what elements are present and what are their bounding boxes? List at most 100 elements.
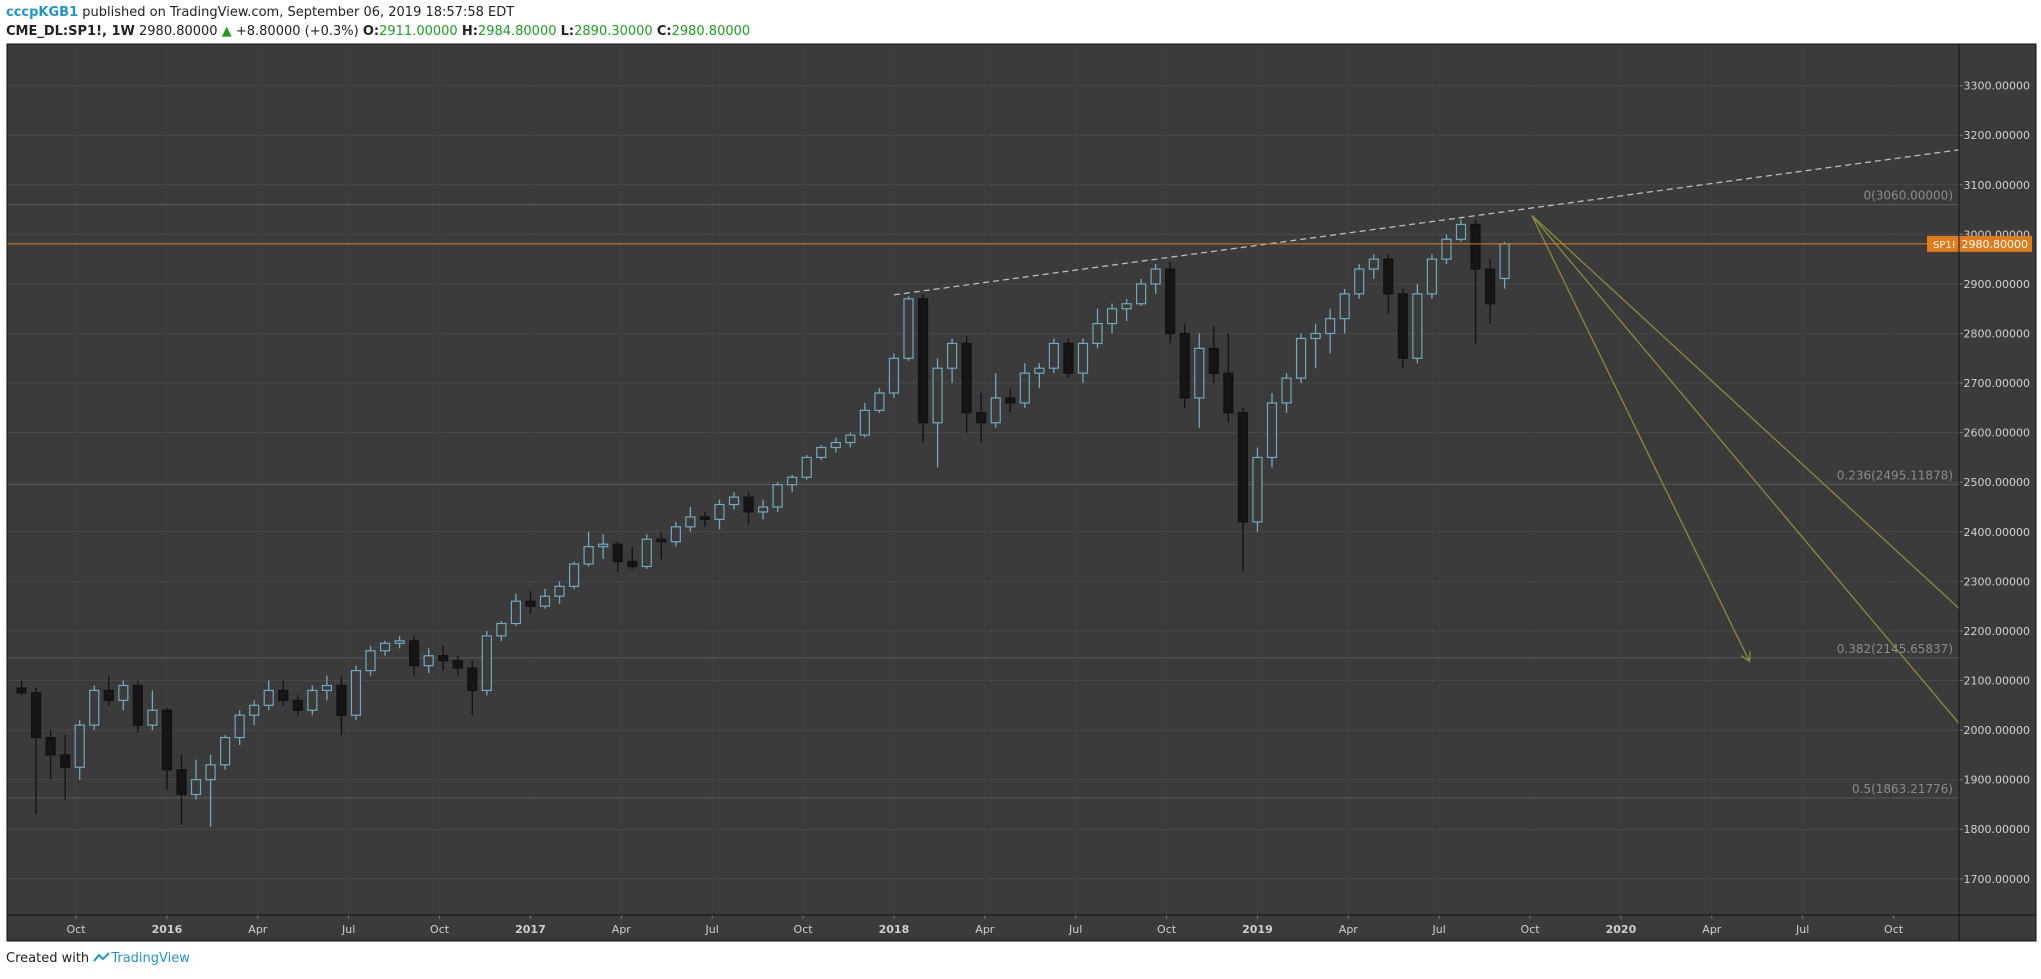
change: +8.80000 (+0.3%) bbox=[235, 24, 359, 39]
candle-body bbox=[423, 655, 434, 667]
candle-body bbox=[249, 704, 260, 716]
fib-label: 0.5(1863.21776) bbox=[1852, 782, 1953, 796]
x-tick-label: 2017 bbox=[515, 923, 546, 936]
candle-body bbox=[1237, 412, 1249, 523]
candle-body bbox=[1383, 258, 1394, 295]
y-tick-label: 3100.00000 bbox=[1964, 179, 2030, 192]
candle-body bbox=[219, 736, 231, 766]
y-tick-label: 2800.00000 bbox=[1964, 328, 2030, 341]
candle-body bbox=[1354, 268, 1365, 295]
candle-body bbox=[874, 392, 885, 411]
fib-label: 0.236(2495.11878) bbox=[1837, 469, 1953, 483]
created: Created with bbox=[6, 951, 90, 966]
trend-line bbox=[1531, 215, 1959, 610]
candle-body bbox=[74, 724, 85, 768]
candle-body bbox=[379, 642, 391, 652]
candle-body bbox=[1426, 258, 1438, 295]
y-tick-label: 1700.00000 bbox=[1964, 873, 2030, 886]
y-tick-label: 2700.00000 bbox=[1964, 377, 2030, 390]
candle-body bbox=[787, 476, 798, 486]
arrow: ▲ bbox=[221, 24, 232, 39]
candle-body bbox=[176, 769, 187, 796]
candle-body bbox=[539, 595, 551, 607]
candle-body bbox=[699, 516, 711, 521]
chart-border bbox=[6, 43, 2037, 942]
candle-body bbox=[496, 622, 507, 637]
x-tick-label: Jul bbox=[1068, 923, 1082, 936]
c: 2980.80000 bbox=[671, 24, 751, 39]
x-tick-label: Oct bbox=[794, 923, 814, 936]
candle-body bbox=[350, 670, 362, 716]
y-tick-label: 3200.00000 bbox=[1964, 129, 2030, 142]
candle-body bbox=[1121, 303, 1132, 310]
candle-body bbox=[1455, 223, 1467, 240]
candle-body bbox=[365, 650, 376, 672]
candle-body bbox=[961, 342, 972, 414]
header: cccpKGB1 published on TradingView.com, S… bbox=[6, 3, 750, 41]
y-tick-label: 2100.00000 bbox=[1964, 675, 2030, 688]
brand[interactable]: TradingView bbox=[111, 951, 190, 966]
candle-body bbox=[205, 764, 216, 781]
candle-body bbox=[757, 506, 769, 513]
candle-body bbox=[1266, 402, 1278, 459]
candle-body bbox=[409, 640, 420, 667]
c-label: C: bbox=[656, 24, 672, 39]
y-tick-label: 2300.00000 bbox=[1964, 575, 2030, 588]
y-tick-label: 2500.00000 bbox=[1964, 476, 2030, 489]
x-tick-label: Apr bbox=[1339, 923, 1359, 936]
candle-body bbox=[656, 538, 667, 543]
candle-body bbox=[1092, 322, 1103, 345]
candle-body bbox=[481, 635, 492, 692]
candle-body bbox=[1019, 372, 1030, 404]
x-tick-label: 2020 bbox=[1606, 923, 1637, 936]
candle-body bbox=[1136, 283, 1147, 305]
x-tick-label: Apr bbox=[248, 923, 268, 936]
published: published on TradingView.com, September … bbox=[82, 5, 515, 20]
candle-body bbox=[336, 684, 347, 716]
candle-body bbox=[1281, 377, 1292, 404]
candle-body bbox=[976, 412, 987, 424]
trend-line bbox=[1531, 215, 1959, 725]
candle-body bbox=[612, 543, 623, 563]
x-tick-label: Oct bbox=[1521, 923, 1541, 936]
candle-body bbox=[932, 367, 943, 424]
candle-body bbox=[830, 441, 841, 449]
symbol: CME_DL:SP1!, 1W bbox=[6, 24, 135, 39]
candle-body bbox=[568, 563, 580, 587]
x-tick-label: Oct bbox=[1884, 923, 1904, 936]
candle-body bbox=[1484, 268, 1496, 305]
candle-body bbox=[1106, 308, 1118, 325]
x-tick-label: Apr bbox=[612, 923, 632, 936]
candle-body bbox=[394, 640, 405, 644]
candle-body bbox=[1165, 268, 1176, 335]
candle-body bbox=[452, 660, 463, 669]
candle-body bbox=[467, 667, 478, 692]
y-tick-label: 2200.00000 bbox=[1964, 625, 2030, 638]
candle-body bbox=[1325, 318, 1336, 335]
candle-body bbox=[1063, 342, 1074, 374]
candle-body bbox=[438, 655, 449, 662]
trend-line bbox=[1531, 215, 1749, 661]
header-line-2: CME_DL:SP1!, 1W 2980.80000 ▲ +8.80000 (+… bbox=[6, 22, 750, 41]
fib-label: 0.382(2145.65837) bbox=[1837, 642, 1953, 656]
candle-body bbox=[263, 689, 274, 706]
chart-background bbox=[7, 44, 2036, 941]
l-label: L: bbox=[560, 24, 575, 39]
candle-body bbox=[292, 699, 303, 711]
candle-body bbox=[903, 298, 914, 359]
candle-body bbox=[917, 298, 929, 424]
candle-body bbox=[278, 689, 289, 701]
h: 2984.80000 bbox=[477, 24, 557, 39]
candle-body bbox=[598, 543, 609, 548]
author[interactable]: cccpKGB1 bbox=[6, 5, 79, 20]
candle-body bbox=[946, 342, 958, 369]
chart: 0(3060.00000) 0.236(2495.11878) 0.382(2145… bbox=[6, 43, 2037, 942]
candle-body bbox=[1397, 293, 1408, 359]
candle-body bbox=[103, 689, 114, 701]
candle-body bbox=[990, 397, 1001, 424]
candle-body bbox=[772, 484, 783, 508]
candle-body bbox=[685, 516, 696, 528]
y-tick-label: 2400.00000 bbox=[1964, 526, 2030, 539]
candle-body bbox=[1223, 372, 1234, 414]
